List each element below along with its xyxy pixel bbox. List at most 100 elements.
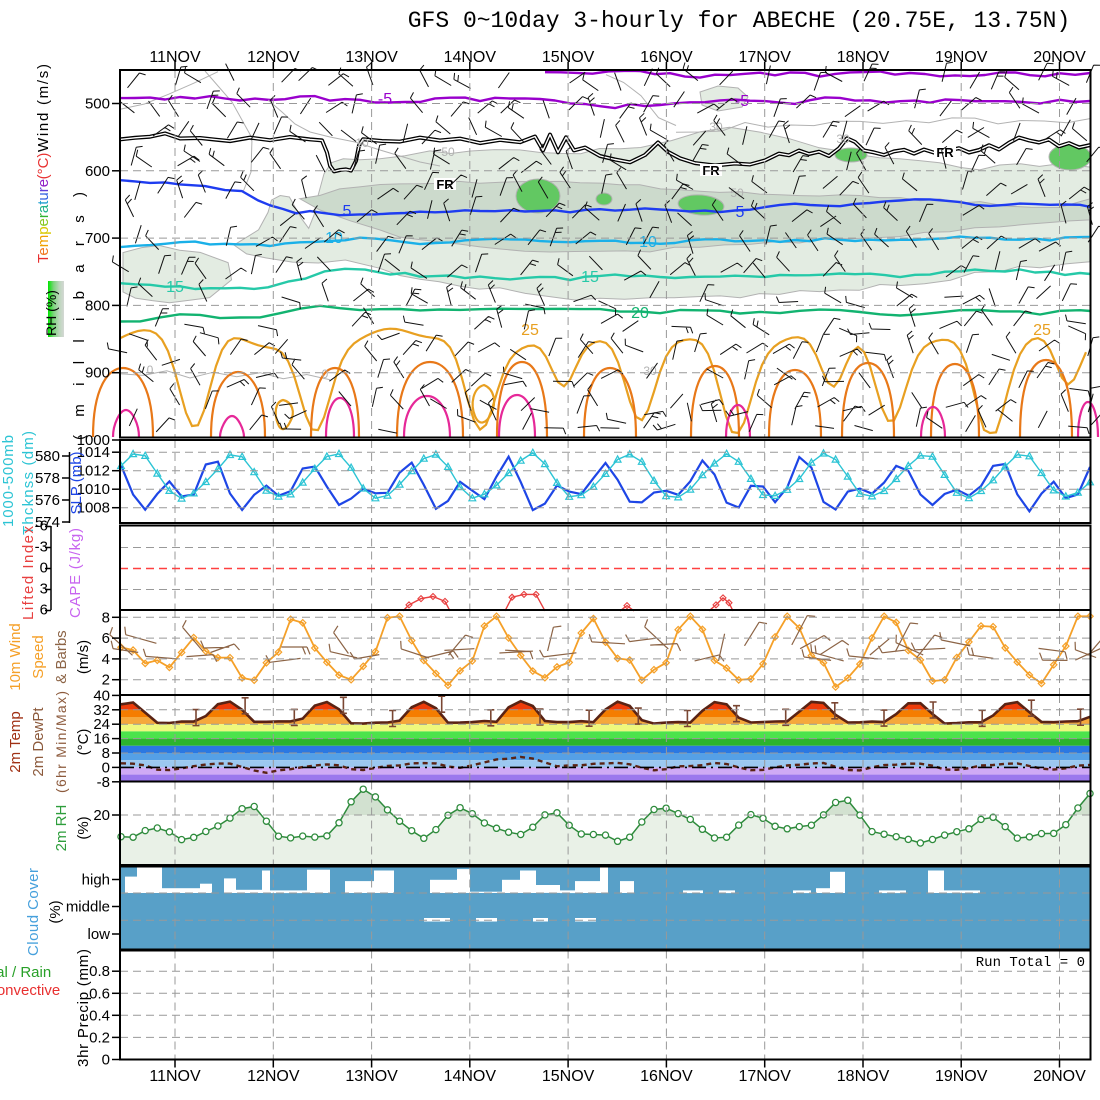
svg-text:Lifted Index: Lifted Index <box>20 526 37 621</box>
svg-text:3: 3 <box>40 581 48 598</box>
svg-text:900: 900 <box>85 365 110 382</box>
svg-text:0.2: 0.2 <box>89 1029 110 1046</box>
svg-text:18NOV: 18NOV <box>837 1068 890 1085</box>
svg-text:16: 16 <box>93 731 110 748</box>
svg-text:17NOV: 17NOV <box>738 49 791 66</box>
svg-text:6: 6 <box>40 602 48 619</box>
svg-text:4: 4 <box>102 651 110 668</box>
svg-text:Convective: Convective <box>0 982 60 999</box>
svg-text:1000-500mb: 1000-500mb <box>0 435 17 527</box>
svg-text:11NOV: 11NOV <box>149 1068 201 1085</box>
svg-text:Thcknss (dm): Thcknss (dm) <box>20 431 37 535</box>
svg-text:30: 30 <box>643 364 657 378</box>
svg-text:0: 0 <box>147 363 154 377</box>
svg-text:Temperature: Temperature <box>35 179 52 263</box>
svg-text:-5: -5 <box>735 93 749 110</box>
svg-text:middle: middle <box>66 899 110 916</box>
svg-text:700: 700 <box>85 230 110 247</box>
svg-text:50: 50 <box>441 145 455 159</box>
svg-text:-3: -3 <box>35 539 48 556</box>
svg-text:-6: -6 <box>35 518 48 535</box>
svg-text:(°C): (°C) <box>35 153 52 180</box>
svg-text:600: 600 <box>85 163 110 180</box>
svg-text:Cloud Cover: Cloud Cover <box>25 868 42 956</box>
svg-text:(m/s): (m/s) <box>75 640 92 674</box>
svg-text:SLP (mb): SLP (mb) <box>68 451 85 514</box>
svg-text:5: 5 <box>736 204 745 221</box>
svg-text:24: 24 <box>93 716 110 733</box>
svg-text:15NOV: 15NOV <box>542 1068 595 1085</box>
svg-text:500: 500 <box>85 96 110 113</box>
svg-text:2m DewPt: 2m DewPt <box>30 707 47 777</box>
svg-text:8: 8 <box>102 745 110 762</box>
svg-text:(°C): (°C) <box>75 729 92 756</box>
svg-text:-8: -8 <box>97 774 110 791</box>
svg-text:FR: FR <box>436 177 454 192</box>
svg-text:(%): (%) <box>75 816 92 839</box>
svg-text:-5: -5 <box>378 91 392 108</box>
svg-text:0: 0 <box>102 759 110 776</box>
svg-text:19NOV: 19NOV <box>935 49 988 66</box>
svg-text:3hr Precip (mm): 3hr Precip (mm) <box>75 949 92 1067</box>
svg-text:CAPE (J/kg): CAPE (J/kg) <box>67 528 84 618</box>
svg-text:11NOV: 11NOV <box>149 49 201 66</box>
svg-text:20NOV: 20NOV <box>1033 49 1086 66</box>
svg-text:13NOV: 13NOV <box>345 1068 398 1085</box>
svg-text:1010: 1010 <box>77 481 110 498</box>
svg-text:GFS 0~10day 3-hourly for ABECH: GFS 0~10day 3-hourly for ABECHE (20.75E,… <box>408 8 1071 34</box>
svg-text:16NOV: 16NOV <box>640 49 693 66</box>
svg-text:13NOV: 13NOV <box>345 49 398 66</box>
svg-text:(%): (%) <box>47 900 64 923</box>
svg-text:12NOV: 12NOV <box>247 1068 300 1085</box>
svg-text:Run Total = 0: Run Total = 0 <box>976 955 1085 971</box>
svg-text:RH (%): RH (%) <box>43 290 59 336</box>
svg-text:15: 15 <box>166 279 184 296</box>
svg-text:800: 800 <box>85 297 110 314</box>
svg-text:15NOV: 15NOV <box>542 49 595 66</box>
svg-text:low: low <box>87 926 110 943</box>
svg-text:14NOV: 14NOV <box>444 1068 497 1085</box>
svg-text:576: 576 <box>35 492 60 509</box>
svg-text:0.4: 0.4 <box>89 1007 110 1024</box>
svg-text:2m Temp: 2m Temp <box>7 711 24 772</box>
svg-text:10: 10 <box>639 234 657 251</box>
svg-text:high: high <box>82 872 110 889</box>
svg-text:12NOV: 12NOV <box>247 49 300 66</box>
svg-text:(6hr Min/Max): (6hr Min/Max) <box>53 691 69 793</box>
svg-text:10m Wind: 10m Wind <box>7 623 24 691</box>
svg-text:578: 578 <box>35 470 60 487</box>
svg-text:FR: FR <box>936 145 954 160</box>
svg-text:25: 25 <box>521 322 539 339</box>
svg-text:2: 2 <box>102 672 110 689</box>
svg-text:0: 0 <box>40 560 48 577</box>
svg-text:6: 6 <box>102 630 110 647</box>
svg-text:25: 25 <box>1033 322 1051 339</box>
svg-text:20: 20 <box>93 807 110 824</box>
svg-text:1000: 1000 <box>77 432 110 449</box>
svg-text:5: 5 <box>343 203 352 220</box>
svg-text:2m RH: 2m RH <box>53 805 70 852</box>
svg-text:0: 0 <box>322 367 329 381</box>
svg-text:20NOV: 20NOV <box>1033 1068 1086 1085</box>
svg-text:30: 30 <box>836 132 850 146</box>
svg-text:Speed: Speed <box>30 635 47 678</box>
svg-text:0.6: 0.6 <box>89 985 110 1002</box>
svg-text:18NOV: 18NOV <box>837 49 890 66</box>
svg-text:tal / Rain: tal / Rain <box>0 964 51 981</box>
svg-text:8: 8 <box>102 609 110 626</box>
svg-text:14NOV: 14NOV <box>444 49 497 66</box>
svg-text:15: 15 <box>581 269 599 286</box>
svg-text:580: 580 <box>35 448 60 465</box>
svg-text:20: 20 <box>631 305 649 322</box>
svg-text:30: 30 <box>709 120 723 134</box>
svg-text:40: 40 <box>93 687 110 704</box>
svg-text:0: 0 <box>102 1052 110 1069</box>
svg-text:1008: 1008 <box>77 500 110 517</box>
svg-text:32: 32 <box>93 702 110 719</box>
svg-text:& Barbs: & Barbs <box>53 630 70 683</box>
svg-text:1014: 1014 <box>77 444 110 461</box>
svg-text:16NOV: 16NOV <box>640 1068 693 1085</box>
svg-text:0.8: 0.8 <box>89 963 110 980</box>
svg-text:19NOV: 19NOV <box>935 1068 988 1085</box>
svg-text:574: 574 <box>35 514 60 531</box>
